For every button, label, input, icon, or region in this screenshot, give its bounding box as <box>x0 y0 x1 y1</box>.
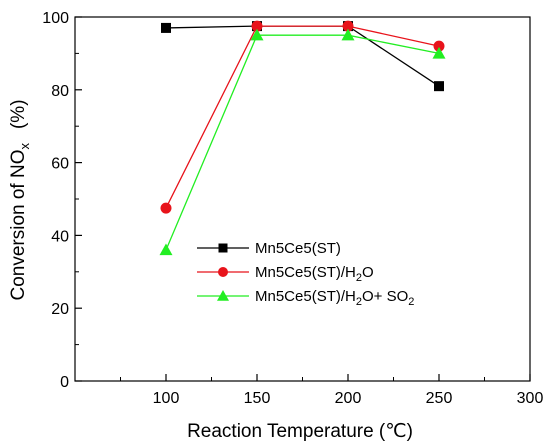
legend-text-part: O <box>362 264 374 281</box>
data-point <box>434 81 444 92</box>
y-tick-label: 20 <box>51 301 69 318</box>
chart-legend: Mn5Ce5(ST)Mn5Ce5(ST)/H2OMn5Ce5(ST)/H2O+ … <box>197 240 414 308</box>
data-point <box>342 20 354 32</box>
x-axis-label: Reaction Temperature (℃) <box>187 421 413 442</box>
legend-marker <box>218 267 228 277</box>
axis-ticks <box>75 16 531 382</box>
x-tick-label: 250 <box>426 390 453 407</box>
y-axis-label-subscript: x <box>17 143 32 150</box>
data-point <box>433 40 445 52</box>
data-point <box>251 20 263 32</box>
x-tick-label: 100 <box>153 390 180 407</box>
y-tick-label: 0 <box>60 374 69 391</box>
axis-tick-labels: 100 150 200 250 300 0 20 40 60 80 100 <box>42 10 543 407</box>
legend-text-part: Mn5Ce5(ST)/H <box>255 288 356 305</box>
legend-subscript: 2 <box>356 272 362 284</box>
x-tick-label: 150 <box>244 390 271 407</box>
x-tick-label: 300 <box>517 390 544 407</box>
y-tick-label: 60 <box>51 156 69 173</box>
legend-text-part: O+ SO <box>362 288 408 305</box>
legend-entry: Mn5Ce5(ST) <box>255 240 341 257</box>
legend-entry: Mn5Ce5(ST)/H2O <box>255 264 374 284</box>
series-line <box>165 25 440 209</box>
series-markers <box>159 20 446 256</box>
legend-marker <box>218 243 228 253</box>
data-point <box>432 46 446 59</box>
x-tick-label: 200 <box>335 390 362 407</box>
legend-subscript: 2 <box>356 296 362 308</box>
series-line <box>165 34 440 251</box>
series-lines <box>165 25 440 251</box>
plot-frame <box>74 16 531 382</box>
data-point <box>161 22 171 33</box>
y-tick-label: 40 <box>51 228 69 245</box>
y-axis-label-main: Conversion of NO <box>8 150 29 301</box>
data-point <box>250 28 264 41</box>
y-axis-label: Conversion of NOx (%) <box>8 99 32 300</box>
y-tick-label: 100 <box>42 10 69 27</box>
legend-subscript: 2 <box>408 296 414 308</box>
y-axis-label-unit: (%) <box>8 99 29 129</box>
y-tick-label: 80 <box>51 83 69 100</box>
legend-entry: Mn5Ce5(ST)/H2O+ SO2 <box>255 288 414 308</box>
legend-text-part: Mn5Ce5(ST)/H <box>255 264 356 281</box>
data-point <box>341 28 355 41</box>
data-point <box>160 202 172 214</box>
legend-text-part: Mn5Ce5(ST) <box>255 240 341 257</box>
legend-marker <box>217 290 229 301</box>
data-point <box>159 243 173 256</box>
